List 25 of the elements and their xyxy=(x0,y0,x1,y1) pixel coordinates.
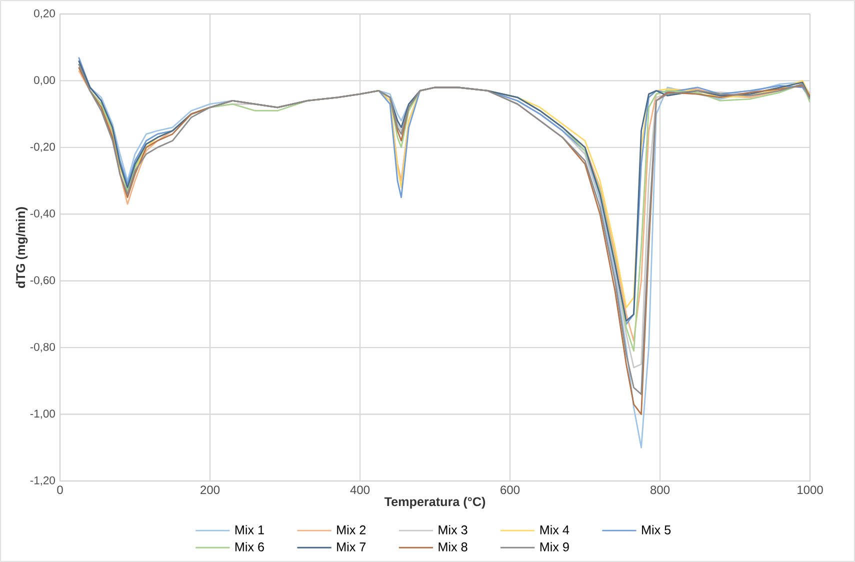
legend-label: Mix 6 xyxy=(235,542,264,552)
legend-label: Mix 4 xyxy=(540,525,570,534)
y-tick-label: -1,20 xyxy=(30,476,55,486)
legend-label: Mix 7 xyxy=(337,542,366,552)
legend-label: Mix 5 xyxy=(642,525,671,534)
x-tick-label: 800 xyxy=(650,486,670,494)
legend-label: Mix 1 xyxy=(235,525,264,534)
legend-label: Mix 3 xyxy=(438,525,468,534)
x-tick-label: 600 xyxy=(500,486,520,494)
y-axis-title: dTG (mg/min) xyxy=(16,207,28,288)
y-tick-label: -1,00 xyxy=(30,410,55,419)
y-tick-label: -0,20 xyxy=(30,142,55,152)
x-tick-label: 0 xyxy=(57,486,63,494)
y-tick-label: 0,20 xyxy=(34,9,55,19)
x-tick-label: 400 xyxy=(350,486,370,494)
x-axis-title: Temperatura (°C) xyxy=(384,496,486,509)
y-tick-label: -0,60 xyxy=(30,276,55,286)
legend-label: Mix 2 xyxy=(337,525,366,534)
y-tick-label: -0,40 xyxy=(30,210,55,219)
y-tick-label: 0,00 xyxy=(34,76,55,86)
legend-label: Mix 9 xyxy=(540,542,569,552)
y-tick-label: -0,80 xyxy=(30,342,55,352)
legend-label: Mix 8 xyxy=(438,542,468,552)
x-tick-label: 1000 xyxy=(798,486,823,494)
x-tick-label: 200 xyxy=(200,486,220,494)
